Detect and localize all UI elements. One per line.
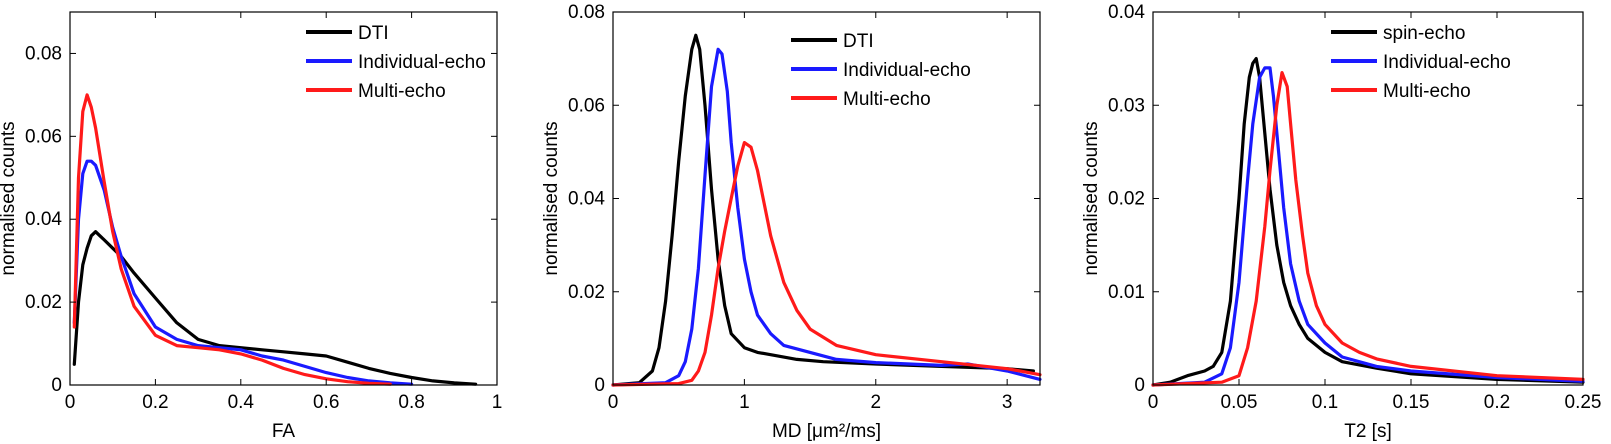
y-tick-label: 0.02 (1108, 189, 1145, 210)
y-tick-label: 0.01 (1108, 282, 1145, 303)
legend-label: spin-echo (1383, 23, 1465, 44)
y-tick-label: 0.04 (568, 189, 605, 210)
y-tick-label: 0.06 (568, 95, 605, 116)
y-axis-label: normalised counts (0, 121, 19, 275)
x-tick-label: 0.2 (142, 392, 168, 413)
y-tick-label: 0.02 (25, 292, 62, 313)
x-tick-label: 2 (870, 392, 881, 413)
y-tick-label: 0.03 (1108, 95, 1145, 116)
series-line-individual-echo (1151, 66, 1585, 387)
legend-label: Multi-echo (1383, 81, 1471, 102)
x-tick-label: 0 (608, 392, 619, 413)
legend-label: Individual-echo (843, 60, 971, 81)
series-line-spin-echo (1151, 56, 1585, 387)
series-line-individual-echo (72, 159, 414, 386)
plot-frame (1152, 11, 1584, 386)
legend-label: Multi-echo (843, 89, 931, 110)
series-line-individual-echo (611, 47, 1042, 387)
chart-panel-2: 0 1 2 3 0 0.02 0.04 0.06 0.08 MD [μm²/ms] normalis… (541, 2, 1042, 442)
chart-panel-3: 0 0.05 0.1 0.15 0.2 0.25 0 0.01 0.02 0.03 0.04 T2 [… (1081, 2, 1601, 442)
x-tick-label: 0.25 (1565, 392, 1602, 413)
y-axis-label: normalised counts (541, 121, 562, 275)
x-tick-label: 0.4 (228, 392, 255, 413)
x-axis-label: FA (272, 421, 296, 442)
legend-label: DTI (358, 23, 389, 44)
series-line-multi-echo (1151, 70, 1585, 387)
x-tick-label: 0.2 (1484, 392, 1510, 413)
y-tick-label: 0 (51, 375, 62, 396)
legend: DTI Individual-echo Multi-echo (791, 31, 971, 110)
x-tick-label: 0.1 (1312, 392, 1338, 413)
series-line-multi-echo (72, 93, 392, 386)
legend-label: DTI (843, 31, 874, 52)
x-tick-label: 1 (739, 392, 750, 413)
y-tick-label: 0.08 (568, 2, 605, 23)
legend-label: Multi-echo (358, 81, 446, 102)
x-axis-label: T2 [s] (1344, 421, 1392, 442)
y-tick-label: 0.04 (25, 209, 62, 230)
x-tick-label: 0.05 (1221, 392, 1258, 413)
plot-frame (69, 11, 498, 386)
x-tick-label: 0 (65, 392, 76, 413)
y-tick-label: 0 (594, 375, 605, 396)
y-tick-label: 0.04 (1108, 2, 1145, 23)
legend-label: Individual-echo (358, 52, 486, 73)
x-tick-label: 0.8 (398, 392, 424, 413)
y-tick-label: 0.08 (25, 43, 62, 64)
x-tick-label: 3 (1002, 392, 1013, 413)
x-tick-label: 0.6 (313, 392, 339, 413)
legend-label: Individual-echo (1383, 52, 1511, 73)
series-line-dti (611, 33, 1036, 387)
y-tick-label: 0.06 (25, 126, 62, 147)
x-tick-label: 0.15 (1393, 392, 1430, 413)
series-line-dti (72, 230, 478, 386)
series-line-multi-echo (611, 141, 1042, 387)
y-tick-label: 0.02 (568, 282, 605, 303)
x-axis-label: MD [μm²/ms] (772, 421, 881, 442)
legend: DTI Individual-echo Multi-echo (306, 23, 486, 102)
x-tick-label: 1 (492, 392, 503, 413)
legend: spin-echo Individual-echo Multi-echo (1331, 23, 1511, 102)
chart-panel-1: 0 0.2 0.4 0.6 0.8 1 0 0.02 0.04 0.06 0.08 FA normali… (0, 11, 503, 442)
y-axis-label: normalised counts (1081, 121, 1102, 275)
x-tick-label: 0 (1148, 392, 1159, 413)
y-tick-label: 0 (1134, 375, 1145, 396)
